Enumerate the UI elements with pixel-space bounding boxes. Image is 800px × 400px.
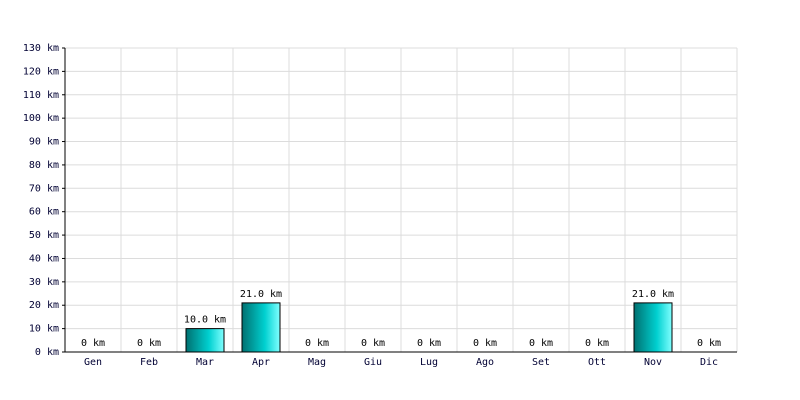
y-tick-label: 20 km — [29, 300, 59, 311]
y-tick-label: 10 km — [29, 324, 59, 335]
x-tick-label: Dic — [700, 357, 718, 368]
y-tick-label: 30 km — [29, 277, 59, 288]
y-tick-label: 120 km — [23, 66, 59, 77]
y-tick-label: 40 km — [29, 253, 59, 264]
y-tick-label: 80 km — [29, 160, 59, 171]
value-label: 0 km — [473, 338, 497, 349]
bar — [241, 302, 281, 353]
bar — [633, 302, 673, 353]
value-label: 0 km — [417, 338, 441, 349]
value-label: 0 km — [529, 338, 553, 349]
x-tick-label: Lug — [420, 357, 438, 368]
value-label: 0 km — [305, 338, 329, 349]
value-label: 21.0 km — [240, 289, 282, 300]
x-tick-label: Mar — [196, 357, 214, 368]
y-tick-label: 90 km — [29, 137, 59, 148]
x-tick-label: Ago — [476, 357, 494, 368]
x-tick-label: Feb — [140, 357, 158, 368]
x-tick-label: Giu — [364, 357, 382, 368]
y-tick-label: 100 km — [23, 113, 59, 124]
y-tick-label: 60 km — [29, 207, 59, 218]
value-label: 0 km — [361, 338, 385, 349]
value-label: 0 km — [697, 338, 721, 349]
value-label: 10.0 km — [184, 315, 226, 326]
y-tick-label: 110 km — [23, 90, 59, 101]
x-tick-label: Apr — [252, 357, 270, 368]
value-label: 0 km — [137, 338, 161, 349]
x-tick-label: Gen — [84, 357, 102, 368]
x-tick-label: Set — [532, 357, 550, 368]
x-tick-label: Nov — [644, 357, 662, 368]
y-tick-label: 50 km — [29, 230, 59, 241]
bar — [185, 328, 225, 353]
x-tick-label: Mag — [308, 357, 326, 368]
value-label: 0 km — [81, 338, 105, 349]
x-tick-label: Ott — [588, 357, 606, 368]
y-tick-label: 130 km — [23, 43, 59, 54]
y-tick-label: 70 km — [29, 183, 59, 194]
value-label: 21.0 km — [632, 289, 674, 300]
value-label: 0 km — [585, 338, 609, 349]
y-tick-label: 0 km — [35, 347, 59, 358]
